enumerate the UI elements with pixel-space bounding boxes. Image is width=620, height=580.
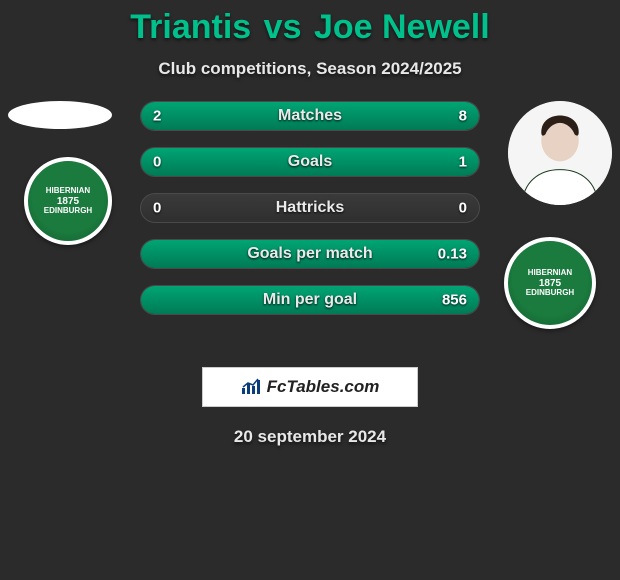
badge-year: 1875 bbox=[57, 196, 79, 207]
title-player2: Joe Newell bbox=[314, 8, 490, 46]
player1-club-badge: HIBERNIAN 1875 EDINBURGH bbox=[24, 157, 112, 245]
player1-avatar bbox=[8, 101, 112, 129]
stat-value-p1: 2 bbox=[153, 108, 161, 125]
bar-fill-p2 bbox=[141, 148, 479, 176]
stat-bar: 0.13Goals per match bbox=[140, 239, 480, 269]
stat-bar: 28Matches bbox=[140, 101, 480, 131]
date-text: 20 september 2024 bbox=[0, 427, 620, 447]
bar-fill-p2 bbox=[141, 286, 479, 314]
badge-top: HIBERNIAN bbox=[528, 269, 572, 278]
bar-fill-p2 bbox=[141, 240, 479, 268]
stat-value-p2: 0 bbox=[459, 200, 467, 217]
branding-text: FcTables.com bbox=[267, 377, 380, 397]
comparison-area: HIBERNIAN 1875 EDINBURGH HIBERNIAN 1875 … bbox=[0, 101, 620, 361]
stat-value-p1: 0 bbox=[153, 200, 161, 217]
stat-bar: 0 0Hattricks bbox=[140, 193, 480, 223]
badge-top: HIBERNIAN bbox=[46, 187, 90, 196]
stat-value-p2: 856 bbox=[442, 292, 467, 309]
stat-value-p2: 0.13 bbox=[438, 246, 467, 263]
stat-value-p2: 1 bbox=[459, 154, 467, 171]
bar-fill-p1 bbox=[141, 102, 209, 130]
person-icon bbox=[508, 101, 612, 205]
player2-club-badge: HIBERNIAN 1875 EDINBURGH bbox=[504, 237, 596, 329]
badge-bottom: EDINBURGH bbox=[44, 207, 92, 216]
stat-value-p2: 8 bbox=[459, 108, 467, 125]
badge-year: 1875 bbox=[539, 278, 561, 289]
title-vs: vs bbox=[264, 8, 302, 46]
stat-bar: 01Goals bbox=[140, 147, 480, 177]
stat-value-p1: 0 bbox=[153, 154, 161, 171]
chart-icon bbox=[241, 378, 261, 396]
badge-bottom: EDINBURGH bbox=[526, 289, 574, 298]
stat-bars: 28Matches01Goals00Hattricks0.13Goals per… bbox=[140, 101, 480, 331]
subtitle: Club competitions, Season 2024/2025 bbox=[0, 59, 620, 79]
club-badge-text: HIBERNIAN 1875 EDINBURGH bbox=[28, 161, 108, 241]
title-player1: Triantis bbox=[130, 8, 251, 46]
bar-fill-p2 bbox=[209, 102, 479, 130]
player2-avatar bbox=[508, 101, 612, 205]
stat-label: Hattricks bbox=[141, 199, 479, 217]
stat-bar: 856Min per goal bbox=[140, 285, 480, 315]
club-badge-text: HIBERNIAN 1875 EDINBURGH bbox=[508, 241, 592, 325]
title: Triantis vs Joe Newell bbox=[0, 0, 620, 47]
branding-box: FcTables.com bbox=[202, 367, 418, 407]
